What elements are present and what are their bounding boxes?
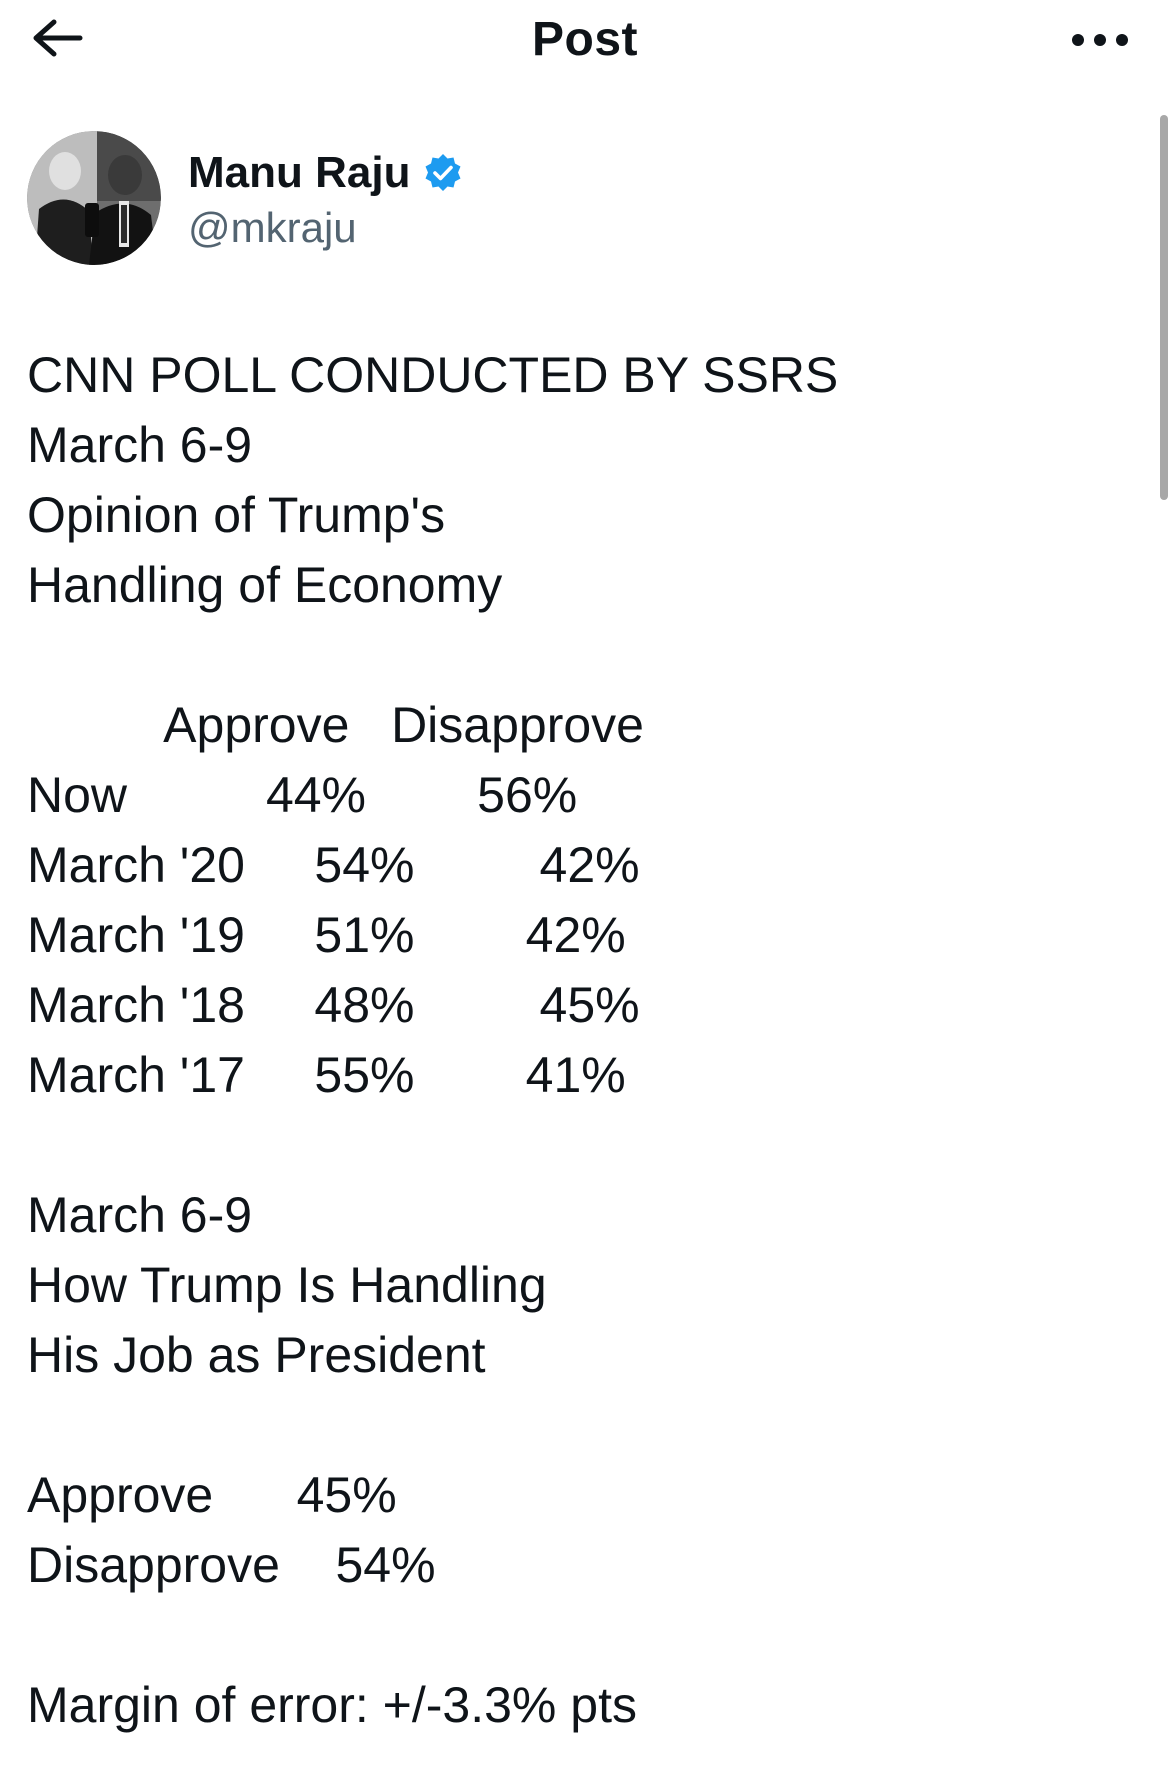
display-name[interactable]: Manu Raju <box>188 148 411 197</box>
avatar[interactable] <box>27 131 161 265</box>
top-bar: Post <box>0 0 1170 80</box>
post-text: CNN POLL CONDUCTED BY SSRS March 6-9 Opi… <box>27 347 839 1733</box>
back-arrow-icon <box>28 16 84 65</box>
more-horizontal-icon <box>1070 32 1130 48</box>
scrollbar[interactable] <box>1160 115 1168 500</box>
back-button[interactable] <box>28 8 98 72</box>
post-author: Manu Raju @mkraju <box>27 130 464 266</box>
more-options-button[interactable] <box>1030 12 1130 68</box>
verified-badge-icon[interactable] <box>422 152 464 194</box>
display-name-row: Manu Raju <box>188 144 464 202</box>
author-handle[interactable]: @mkraju <box>188 204 357 251</box>
page-title: Post <box>531 13 638 66</box>
author-names: Manu Raju @mkraju <box>188 144 464 252</box>
